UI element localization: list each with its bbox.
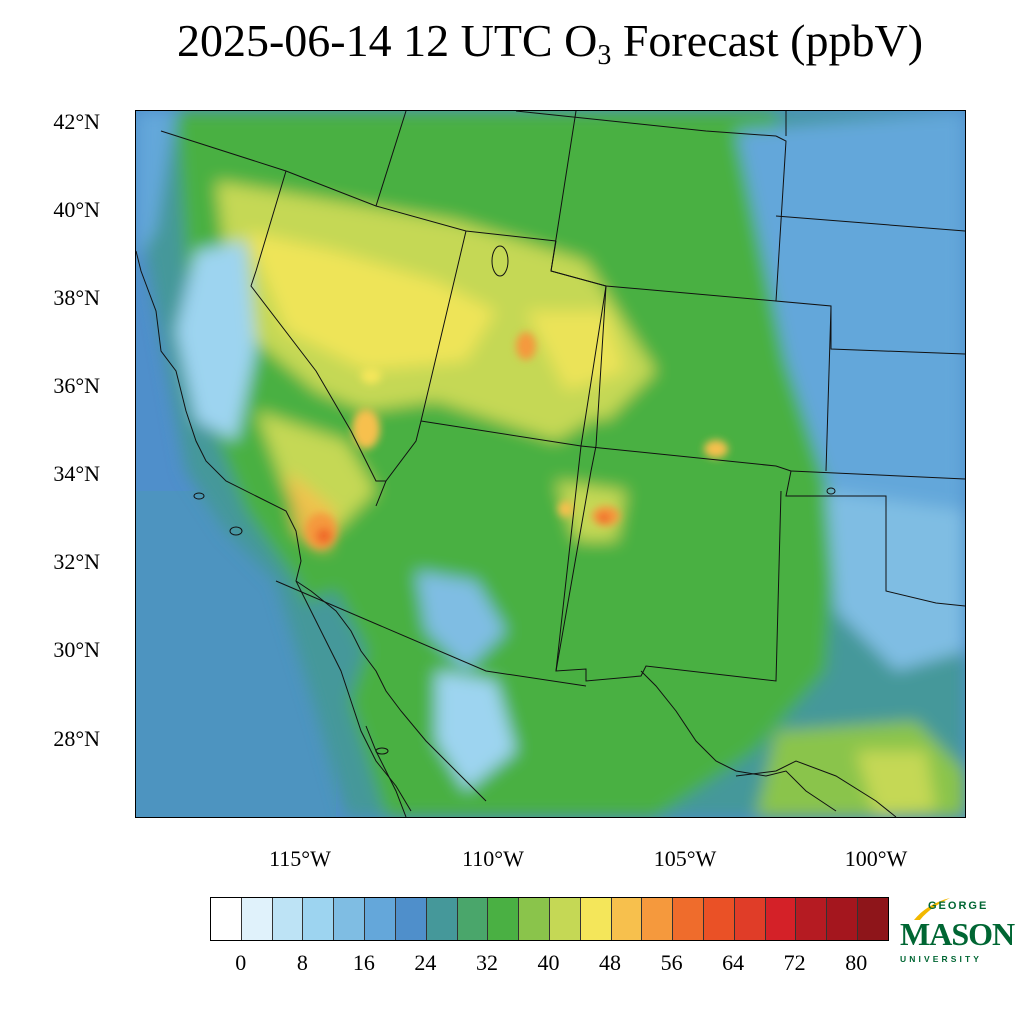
logo-george: GEORGE: [928, 900, 989, 912]
lon-label-100w: 100°W: [844, 846, 908, 871]
lat-label-38n: 38°N: [53, 285, 100, 310]
lat-label-42n: 42°N: [53, 109, 100, 134]
colorbar-label-16: 16: [352, 950, 375, 975]
colorbar-label-64: 64: [722, 950, 745, 975]
ozone-field: [136, 111, 965, 817]
ozone-colorbar: [210, 897, 889, 941]
lat-label-28n: 28°N: [53, 726, 100, 751]
colorbar-label-80: 80: [845, 950, 868, 975]
lon-label-105w: 105°W: [653, 846, 717, 871]
colorbar-swatch-3: [303, 898, 335, 940]
colorbar-swatch-9: [488, 898, 520, 940]
colorbar-label-72: 72: [783, 950, 806, 975]
colorbar-swatch-16: [704, 898, 735, 940]
lat-label-40n: 40°N: [53, 197, 100, 222]
colorbar-label-8: 8: [296, 950, 308, 975]
lat-label-30n: 30°N: [53, 637, 100, 662]
colorbar-label-32: 32: [475, 950, 498, 975]
title-main: 2025-06-14 12 UTC O: [176, 15, 598, 66]
colorbar-swatch-1: [241, 898, 273, 940]
colorbar-swatch-4: [334, 898, 366, 940]
colorbar-label-56: 56: [660, 950, 683, 975]
colorbar-swatch-10: [519, 898, 550, 940]
colorbar-label-48: 48: [599, 950, 622, 975]
lon-label-110w: 110°W: [462, 846, 524, 871]
colorbar-swatch-2: [272, 898, 304, 940]
title-suffix: Forecast (ppbV): [611, 15, 924, 66]
colorbar-swatch-5: [365, 898, 396, 940]
colorbar-label-24: 24: [414, 950, 437, 975]
colorbar-swatch-6: [395, 898, 427, 940]
colorbar-swatch-11: [549, 898, 581, 940]
colorbar-swatch-14: [642, 898, 674, 940]
colorbar-label-0: 0: [235, 950, 247, 975]
colorbar-swatch-21: [858, 898, 888, 940]
ozone-hotspots: [305, 332, 728, 549]
political-boundaries: [136, 111, 965, 817]
colorbar-swatch-7: [426, 898, 458, 940]
colorbar-swatch-20: [827, 898, 859, 940]
colorbar-label-40: 40: [537, 950, 560, 975]
ozone-forecast-map: [135, 110, 966, 818]
title-subscript: 3: [597, 40, 612, 71]
logo-university: UNIVERSITY: [900, 954, 983, 964]
lon-label-115w: 115°W: [269, 846, 331, 871]
colorbar-swatch-8: [457, 898, 489, 940]
lat-label-34n: 34°N: [53, 461, 100, 486]
colorbar-swatch-13: [611, 898, 643, 940]
map-title: 2025-06-14 12 UTC O3 Forecast (ppbV): [0, 14, 1024, 72]
colorbar-swatch-18: [765, 898, 797, 940]
logo-mason: MASON: [900, 916, 1015, 952]
lat-label-32n: 32°N: [53, 549, 100, 574]
colorbar-swatch-17: [734, 898, 766, 940]
logo-swoosh-icon: [914, 898, 950, 920]
lat-label-36n: 36°N: [53, 373, 100, 398]
colorbar-swatch-12: [580, 898, 612, 940]
colorbar-swatch-19: [796, 898, 828, 940]
colorbar-swatch-15: [673, 898, 704, 940]
colorbar-swatch-0: [211, 898, 242, 940]
george-mason-logo: GEORGE MASON UNIVERSITY: [898, 896, 1015, 970]
